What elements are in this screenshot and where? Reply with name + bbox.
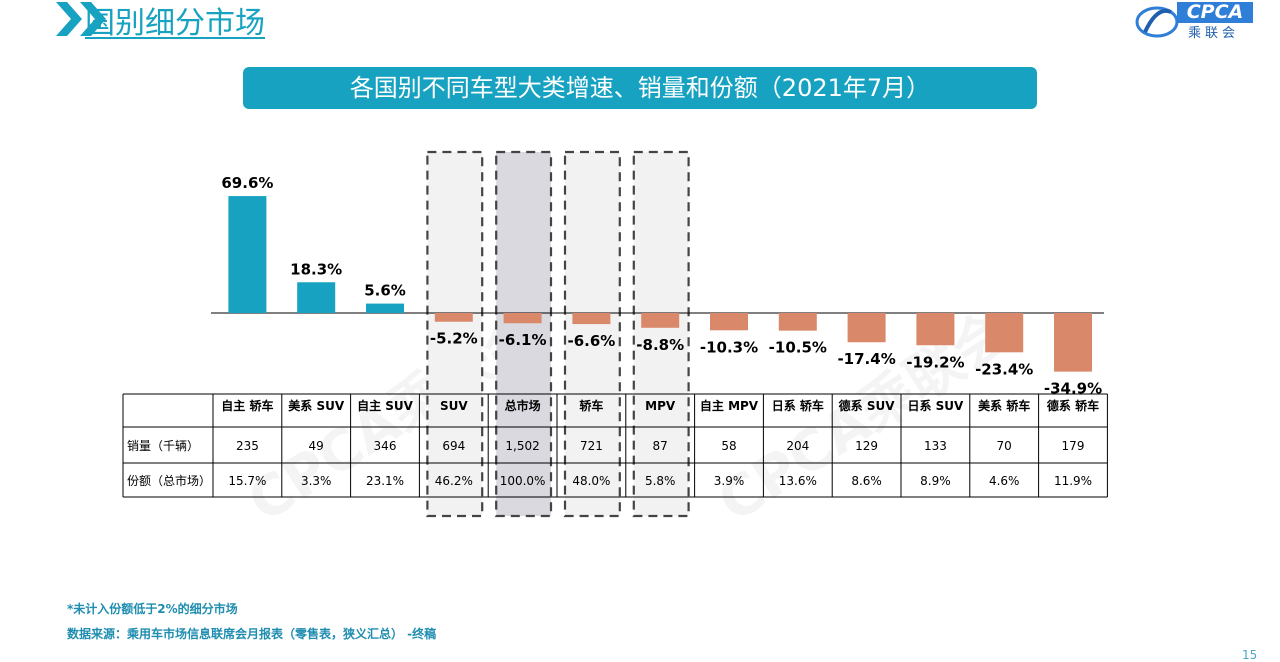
table-cell: 179 [1062, 439, 1085, 453]
data-label: -10.3% [700, 338, 758, 356]
table-cell: 58 [721, 439, 736, 453]
table-cell: 721 [580, 439, 603, 453]
table-cell: 87 [653, 439, 668, 453]
row-label: 销量（千辆） [127, 439, 199, 453]
data-label: -5.2% [430, 330, 478, 348]
category-label: 日系 SUV [907, 398, 964, 413]
table-cell: 8.6% [851, 474, 882, 488]
bar-美系-SUV [297, 282, 336, 313]
highlight-box-总市场 [495, 150, 553, 518]
chevron-right-icon [80, 2, 106, 36]
data-label: 69.6% [221, 174, 273, 192]
bar-自主-轿车 [228, 196, 267, 313]
table-cell: 346 [374, 439, 397, 453]
data-label: -19.2% [906, 353, 964, 371]
table-cell: 4.6% [989, 474, 1020, 488]
table-cell: 1,502 [505, 439, 539, 453]
table-cell: 8.9% [920, 474, 951, 488]
bar-自主-MPV [710, 313, 748, 331]
bar-德系-SUV [847, 313, 886, 343]
table-cell: 100.0% [500, 474, 546, 488]
table-cell: 46.2% [435, 474, 473, 488]
table-cell: 13.6% [779, 474, 817, 488]
page-title: 国别细分市场 [85, 6, 265, 41]
highlight-box-轿车 [563, 150, 621, 518]
bar-MPV [641, 313, 680, 328]
footnote: *未计入份额低于2%的细分市场 [67, 602, 238, 616]
table-cell: 15.7% [228, 474, 266, 488]
table-cell: 70 [997, 439, 1012, 453]
category-label: 德系 SUV [839, 398, 896, 413]
table-cell: 48.0% [572, 474, 610, 488]
category-label: 美系 SUV [288, 398, 345, 413]
data-label: -6.1% [499, 331, 547, 349]
data-label: 5.6% [364, 282, 406, 300]
category-label: MPV [645, 399, 676, 413]
table-cell: 133 [924, 439, 947, 453]
table-cell: 11.9% [1054, 474, 1092, 488]
bar-总市场 [503, 313, 542, 324]
table-cell: 3.3% [301, 474, 332, 488]
category-label: 总市场 [505, 398, 541, 413]
bar-日系-SUV [916, 313, 955, 346]
chart-title-banner: 各国别不同车型大类增速、销量和份额（2021年7月） [243, 67, 1037, 109]
source-note: 数据来源：乘用车市场信息联席会月报表（零售表，狭义汇总） -终稿 [67, 627, 437, 641]
bar-日系-轿车 [778, 313, 817, 331]
highlight-box-MPV [632, 150, 690, 518]
data-label: -10.5% [769, 339, 827, 357]
highlight-box-SUV [426, 150, 484, 518]
data-label: -17.4% [837, 350, 895, 368]
logo-text: CPCA [1177, 2, 1253, 23]
category-label: 德系 轿车 [1047, 398, 1099, 413]
table-cell: 129 [855, 439, 878, 453]
bar-美系-轿车 [985, 313, 1024, 353]
data-label: -6.6% [567, 332, 615, 350]
data-label: -23.4% [975, 360, 1033, 378]
page-number: 15 [1242, 648, 1258, 662]
category-label: 自主 SUV [357, 398, 414, 413]
logo-subtitle: 乘联会 [1188, 26, 1240, 41]
data-label: -34.9% [1044, 380, 1102, 398]
table-cell: 3.9% [714, 474, 745, 488]
bar-德系-轿车 [1054, 313, 1092, 372]
category-label: SUV [440, 399, 468, 413]
table-cell: 49 [309, 439, 324, 453]
row-label: 份额（总市场） [127, 473, 211, 488]
table-cell: 204 [786, 439, 809, 453]
category-label: 美系 轿车 [978, 398, 1030, 413]
bar-SUV [434, 313, 473, 322]
category-label: 轿车 [579, 398, 603, 413]
data-label: 18.3% [290, 260, 342, 278]
category-label: 日系 轿车 [772, 398, 824, 413]
bar-轿车 [572, 313, 611, 325]
table-cell: 235 [236, 439, 259, 453]
bar-自主-SUV [366, 303, 404, 313]
table-cell: 694 [442, 439, 465, 453]
table-cell: 5.8% [645, 474, 676, 488]
category-label: 自主 轿车 [221, 398, 273, 413]
category-label: 自主 MPV [700, 398, 759, 413]
data-label: -8.8% [636, 336, 684, 354]
chevron-right-icon [56, 2, 82, 36]
table-cell: 23.1% [366, 474, 404, 488]
